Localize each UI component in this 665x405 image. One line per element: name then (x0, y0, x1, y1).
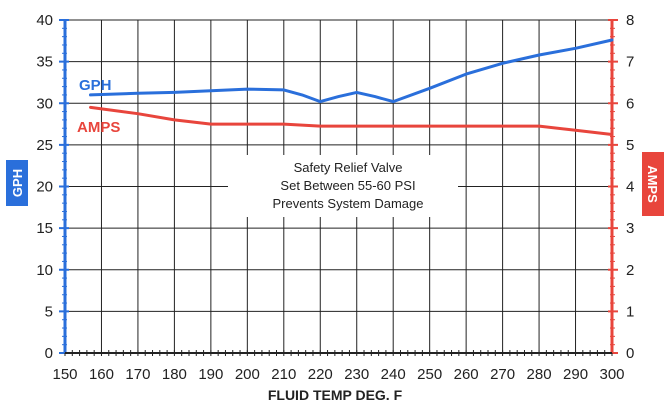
right-tick-label: 4 (626, 179, 634, 196)
x-tick-label: 240 (381, 366, 406, 383)
annotation-box: Safety Relief Valve Set Between 55-60 PS… (228, 155, 458, 217)
left-tick-label: 40 (36, 12, 53, 29)
left-tick-label: 10 (36, 262, 53, 279)
left-tick-label: 5 (45, 303, 53, 320)
x-tick-label: 230 (344, 366, 369, 383)
left-tick-label: 20 (36, 179, 53, 196)
series-lines (91, 40, 613, 135)
x-tick-label: 150 (52, 366, 77, 383)
x-tick-label: 220 (308, 366, 333, 383)
x-tick-label: 180 (162, 366, 187, 383)
right-tick-label: 8 (626, 12, 634, 29)
x-tick-label: 210 (271, 366, 296, 383)
x-tick-label: 300 (599, 366, 624, 383)
x-tick-label: 170 (125, 366, 150, 383)
x-tick-label: 270 (490, 366, 515, 383)
left-axis-title: GPH (10, 169, 25, 197)
x-tick-label: 190 (198, 366, 223, 383)
annotation-line-2: Set Between 55-60 PSI (280, 178, 415, 193)
series-label-gph: GPH (79, 77, 112, 94)
right-tick-label: 0 (626, 345, 634, 362)
annotation-line-1: Safety Relief Valve (294, 160, 403, 175)
right-tick-label: 2 (626, 262, 634, 279)
x-tick-label: 250 (417, 366, 442, 383)
x-tick-label: 260 (454, 366, 479, 383)
left-tick-label: 0 (45, 345, 53, 362)
series-line-amps (91, 107, 613, 134)
right-tick-label: 5 (626, 137, 634, 154)
right-axis-title: AMPS (645, 165, 660, 203)
annotation-line-3: Prevents System Damage (272, 196, 423, 211)
right-tick-label: 7 (626, 54, 634, 71)
x-axis-label: FLUID TEMP DEG. F (268, 387, 403, 403)
x-tick-label: 280 (527, 366, 552, 383)
x-tick-label: 160 (89, 366, 114, 383)
series-line-gph (91, 40, 613, 102)
x-tick-label: 200 (235, 366, 260, 383)
left-tick-label: 30 (36, 95, 53, 112)
left-tick-label: 35 (36, 54, 53, 71)
left-tick-label: 15 (36, 220, 53, 237)
right-tick-label: 1 (626, 303, 634, 320)
series-label-amps: AMPS (77, 119, 120, 136)
x-tick-label: 290 (563, 366, 588, 383)
right-tick-label: 3 (626, 220, 634, 237)
right-tick-label: 6 (626, 95, 634, 112)
left-tick-label: 25 (36, 137, 53, 154)
